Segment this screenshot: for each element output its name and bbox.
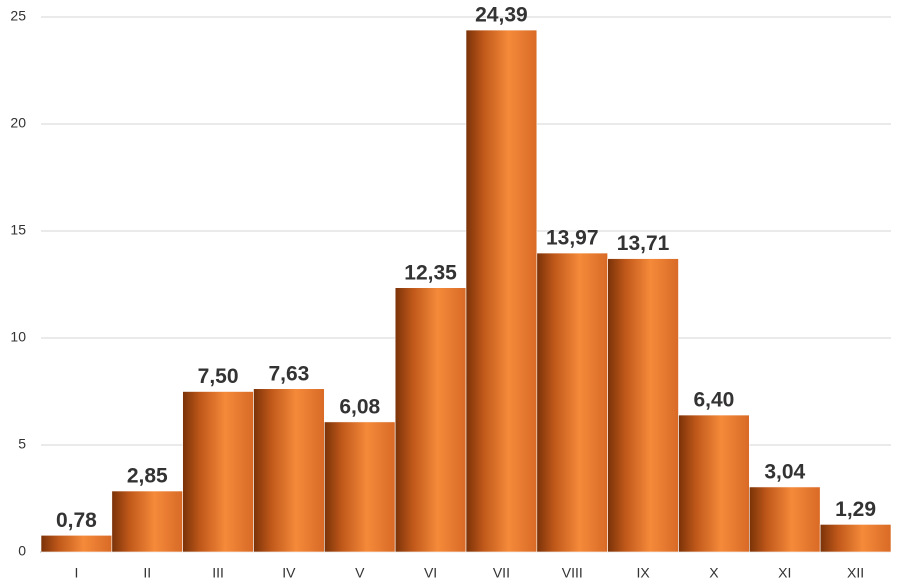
- value-label: 13,71: [617, 232, 670, 255]
- x-tick-label: III: [212, 565, 224, 581]
- bar: [40, 535, 113, 553]
- x-tick-label: X: [709, 565, 719, 581]
- x-tick-label: II: [143, 565, 151, 581]
- value-label: 6,08: [339, 395, 380, 418]
- value-label: 3,04: [764, 460, 805, 483]
- bar: [607, 258, 679, 553]
- x-tick-label: IV: [282, 565, 296, 581]
- y-tick-label: 20: [10, 115, 26, 131]
- bar: [819, 524, 892, 553]
- x-tick-label: VIII: [562, 565, 583, 581]
- y-tick-label: 0: [18, 543, 26, 559]
- value-label: 1,29: [835, 498, 876, 521]
- bar: [394, 287, 467, 553]
- x-tick-label: IX: [636, 565, 650, 581]
- bar: [182, 391, 254, 553]
- x-tick-label: I: [74, 565, 78, 581]
- bar: [536, 252, 608, 553]
- x-tick-label: VI: [424, 565, 437, 581]
- value-label: 6,40: [693, 389, 734, 412]
- x-tick-label: V: [355, 565, 365, 581]
- x-tick-label: XI: [778, 565, 791, 581]
- bar: [111, 490, 183, 553]
- bar: [749, 486, 821, 553]
- bar: [253, 388, 325, 553]
- bar: [678, 414, 750, 553]
- bar: [465, 29, 538, 553]
- y-tick-label: 5: [18, 436, 26, 452]
- value-label: 7,63: [268, 362, 309, 385]
- x-tick-label: VII: [493, 565, 510, 581]
- value-label: 12,35: [404, 261, 457, 284]
- y-tick-label: 10: [10, 329, 26, 345]
- value-label: 7,50: [198, 365, 239, 388]
- value-label: 13,97: [546, 227, 599, 250]
- value-label: 24,39: [475, 4, 528, 27]
- y-tick-label: 25: [10, 8, 26, 24]
- value-label: 2,85: [127, 465, 168, 488]
- bar: [324, 421, 396, 553]
- y-tick-label: 15: [10, 222, 26, 238]
- x-tick-label: XII: [847, 565, 864, 581]
- value-label: 0,78: [56, 509, 97, 532]
